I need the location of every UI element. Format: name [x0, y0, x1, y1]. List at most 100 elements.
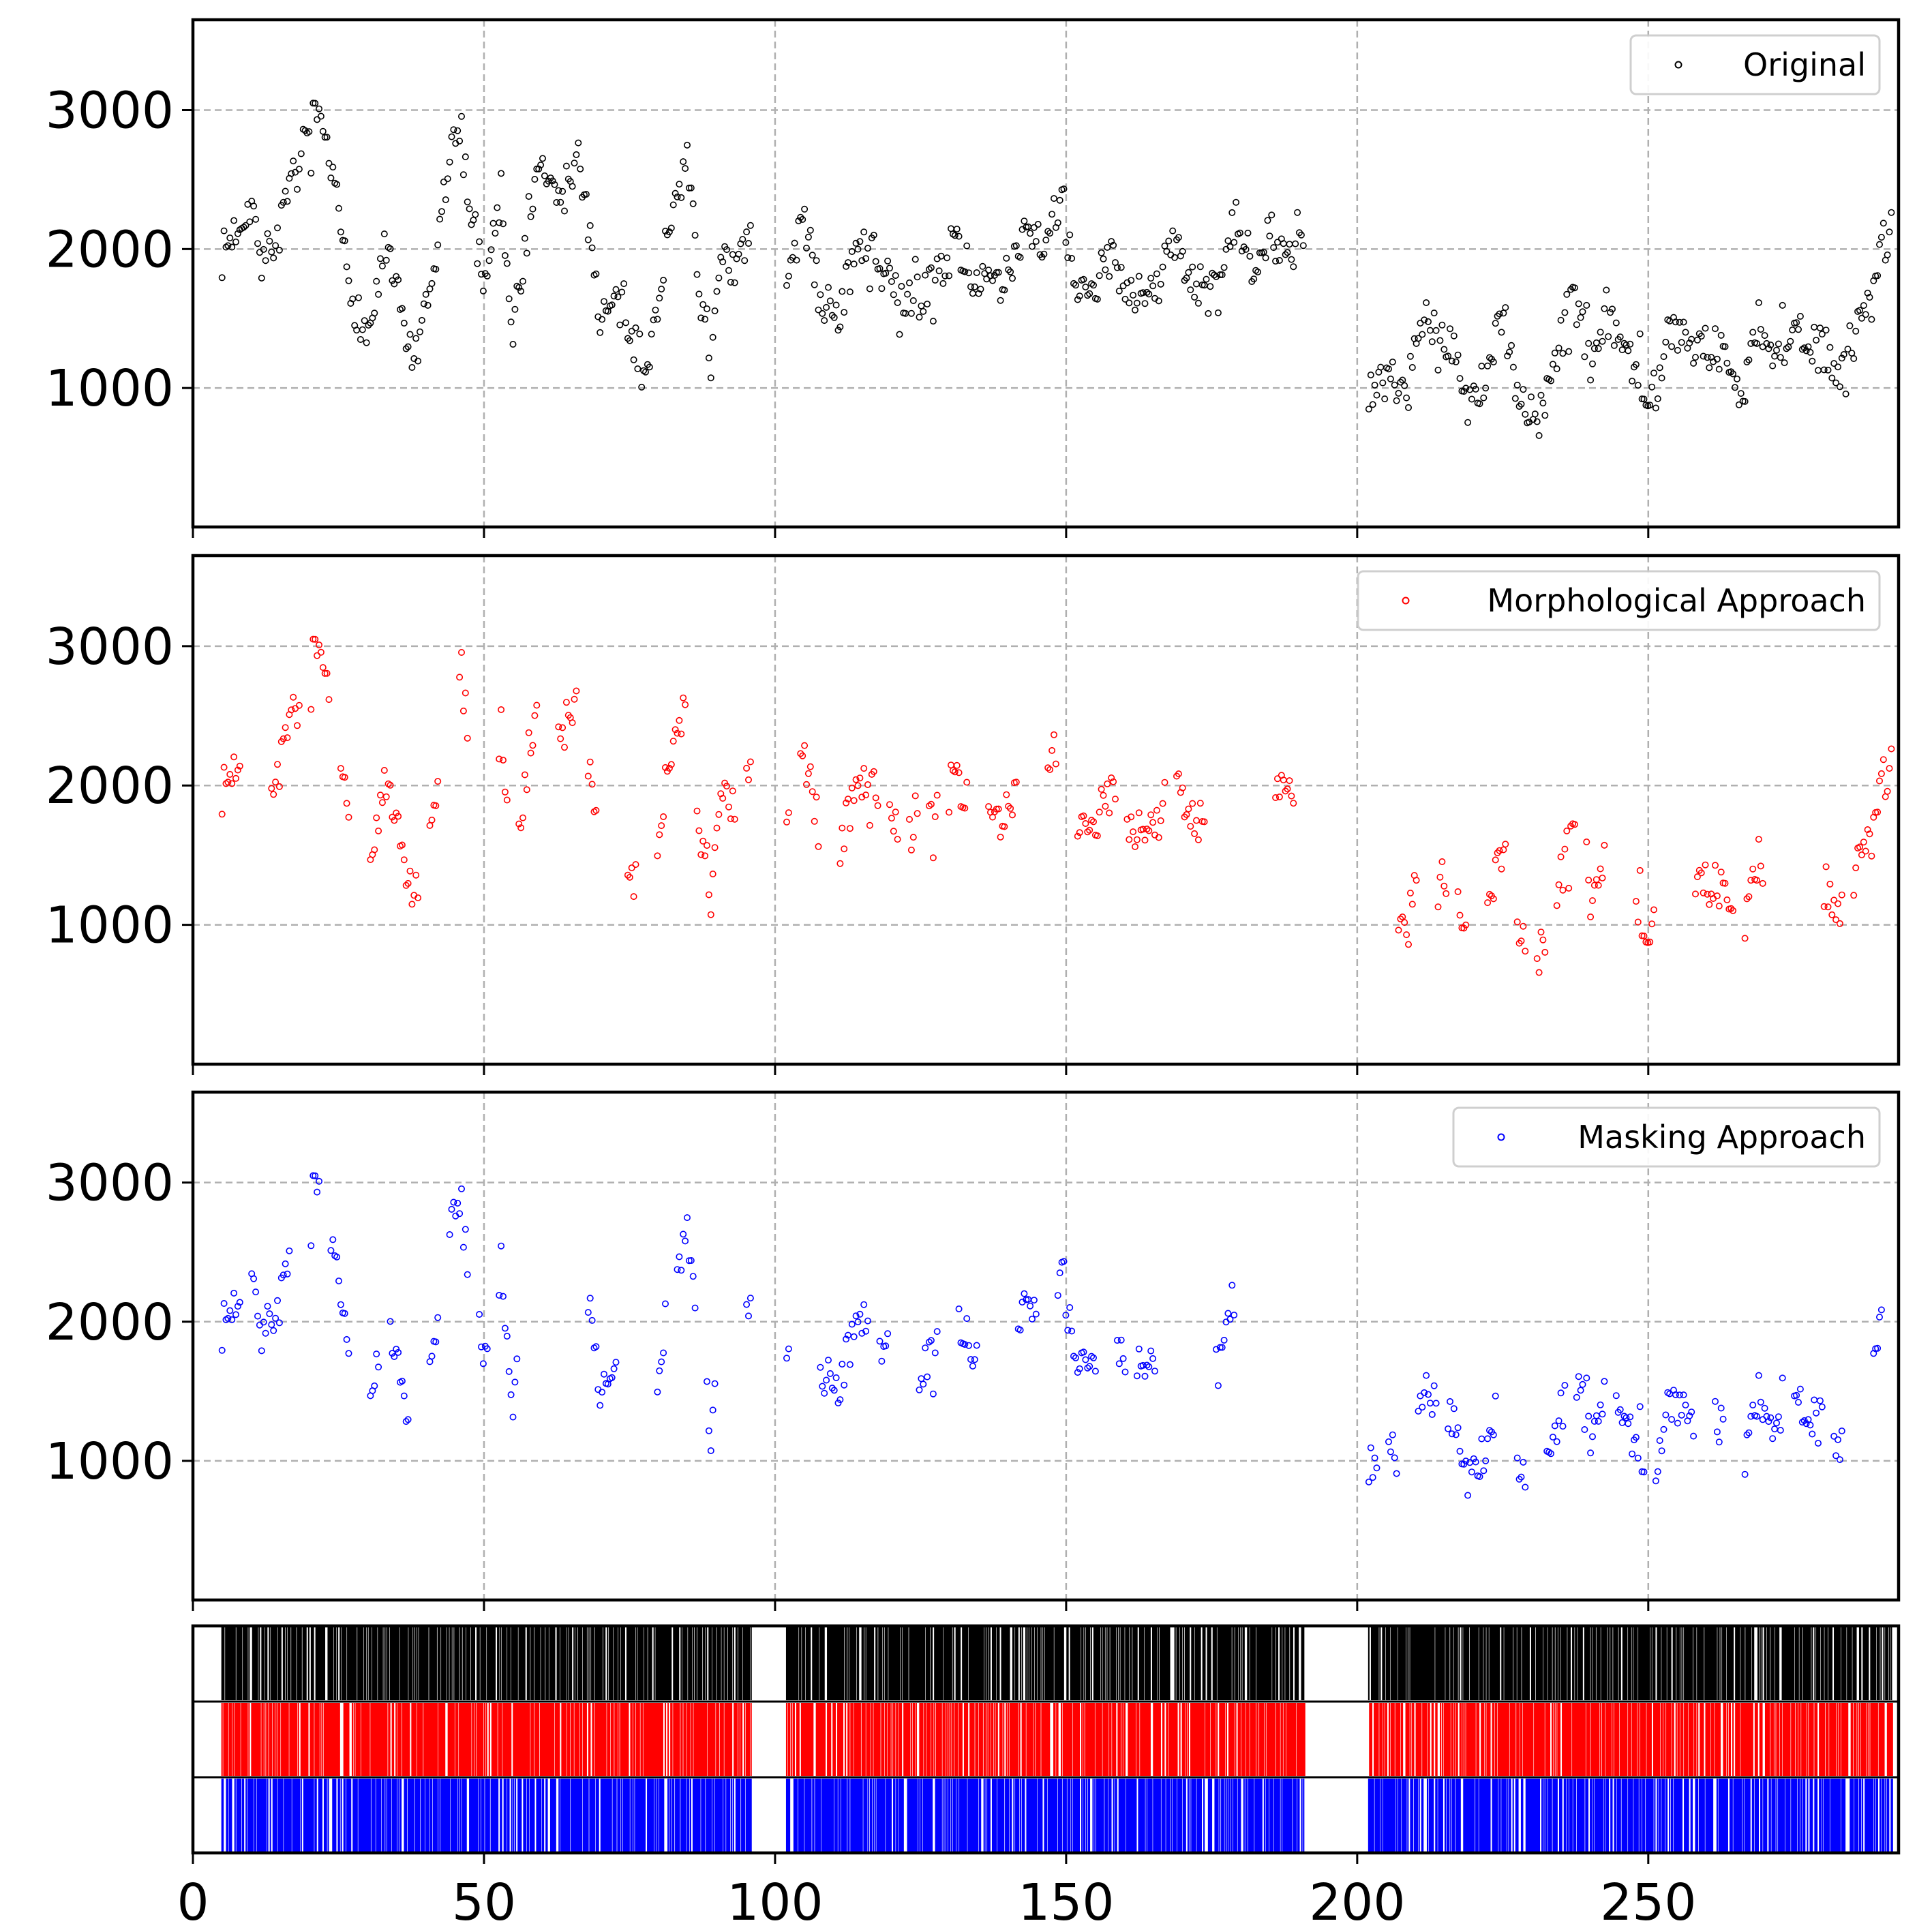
data-point	[1113, 264, 1121, 271]
data-point	[1662, 338, 1670, 346]
data-point	[911, 256, 919, 263]
data-point	[1209, 269, 1216, 277]
data-point	[850, 1333, 858, 1340]
data-point	[1593, 339, 1600, 346]
data-point	[660, 1349, 667, 1357]
data-point	[1082, 1356, 1089, 1363]
data-point	[562, 699, 570, 706]
data-point	[1531, 410, 1539, 418]
data-point	[929, 1390, 937, 1398]
data-point	[226, 234, 234, 241]
plot-frame	[191, 1090, 1901, 1602]
data-point	[1755, 1372, 1762, 1379]
data-point	[1256, 249, 1263, 256]
data-point	[846, 288, 854, 296]
data-point	[402, 1418, 410, 1425]
data-point	[375, 827, 382, 834]
data-point	[541, 172, 548, 179]
data-point	[886, 801, 894, 809]
data-point	[1406, 890, 1414, 897]
data-point	[1693, 873, 1701, 881]
data-point	[1612, 319, 1620, 327]
data-point	[380, 767, 388, 774]
data-point	[1753, 339, 1761, 347]
data-point	[1005, 266, 1012, 273]
data-point	[382, 793, 390, 800]
data-point	[1587, 376, 1595, 384]
data-point	[862, 1327, 870, 1335]
data-point	[1272, 258, 1280, 265]
data-point	[496, 219, 503, 226]
data-point	[1712, 862, 1719, 869]
data-point	[1445, 352, 1452, 360]
data-point	[1012, 779, 1020, 786]
data-point	[428, 1353, 436, 1360]
data-point	[1565, 348, 1573, 355]
data-point	[1110, 778, 1117, 785]
data-point	[1713, 1428, 1721, 1436]
data-point	[819, 310, 826, 317]
data-point	[1001, 823, 1008, 830]
data-point	[1371, 1454, 1378, 1462]
data-point	[1175, 234, 1182, 241]
data-point	[927, 1337, 935, 1344]
data-point	[1054, 219, 1061, 226]
data-point	[1646, 402, 1654, 409]
data-point	[1498, 865, 1505, 873]
data-point	[1231, 1312, 1238, 1319]
data-point	[1151, 1368, 1159, 1375]
data-point	[1888, 209, 1895, 216]
legend-marker	[1674, 61, 1682, 69]
data-point	[1403, 394, 1410, 402]
data-point	[517, 824, 525, 832]
data-point	[985, 267, 993, 274]
data-point	[1490, 358, 1497, 365]
data-point	[535, 165, 543, 172]
data-point	[878, 1357, 886, 1365]
data-point	[232, 774, 239, 782]
data-point	[1868, 316, 1875, 323]
data-point	[529, 205, 537, 213]
data-point	[746, 222, 754, 229]
data-point	[624, 871, 631, 879]
data-point	[953, 225, 961, 232]
data-point	[1522, 410, 1529, 418]
data-point	[1553, 902, 1560, 909]
data-point	[864, 781, 872, 789]
data-point	[783, 282, 791, 289]
data-point	[1143, 826, 1151, 833]
data-point	[1601, 305, 1608, 312]
data-point	[1048, 746, 1056, 754]
data-point	[727, 278, 734, 286]
data-point	[378, 799, 386, 806]
data-point	[1692, 890, 1700, 898]
data-point	[1652, 1477, 1659, 1485]
data-point	[1462, 921, 1470, 929]
data-point	[456, 137, 464, 145]
data-point	[395, 276, 402, 284]
data-point	[843, 262, 850, 270]
data-point	[1743, 358, 1751, 365]
data-point	[731, 815, 738, 823]
data-point	[1648, 383, 1656, 391]
data-point	[682, 701, 689, 708]
data-point	[823, 1376, 830, 1384]
data-point	[1777, 354, 1784, 361]
data-point	[1149, 282, 1157, 290]
data-point	[345, 277, 352, 284]
data-point	[826, 1370, 834, 1377]
data-point	[1171, 254, 1179, 261]
data-point	[1822, 863, 1830, 871]
data-point	[1194, 299, 1202, 307]
data-point	[676, 1253, 683, 1261]
data-point	[492, 230, 499, 237]
data-point	[273, 224, 281, 232]
data-point	[697, 851, 705, 858]
data-point	[1629, 1450, 1636, 1458]
data-point	[371, 846, 378, 854]
data-point	[1128, 813, 1135, 821]
data-point	[1616, 1406, 1624, 1413]
data-point	[1513, 918, 1521, 926]
data-point	[841, 845, 848, 853]
data-point	[872, 258, 879, 265]
